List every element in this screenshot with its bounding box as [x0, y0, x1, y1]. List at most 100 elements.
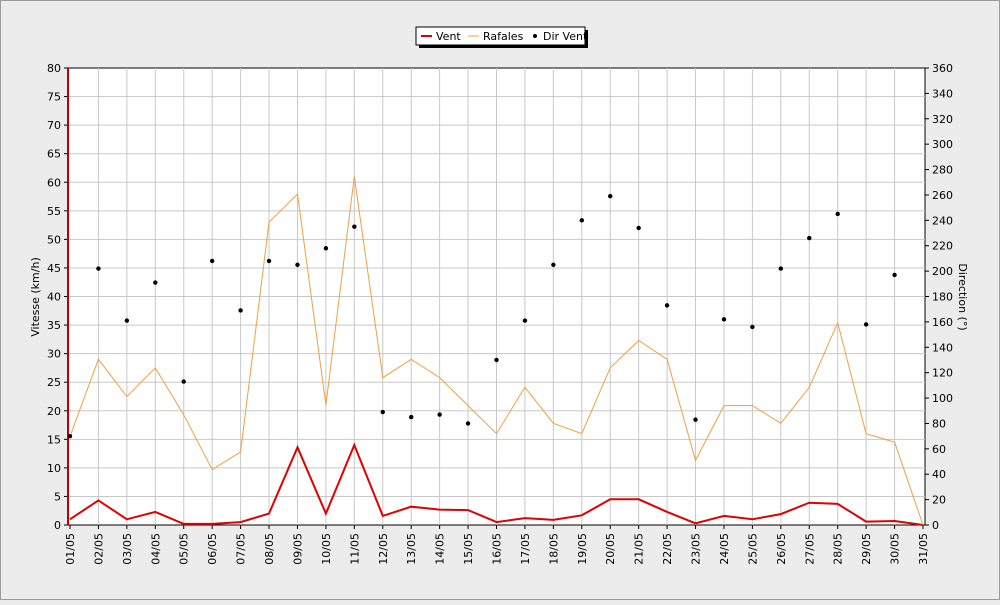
x-tick-label: 08/05 [263, 533, 276, 565]
right-tick-label: 140 [932, 341, 953, 354]
right-tick-label: 240 [932, 214, 953, 227]
right-axis-ticks: 0 20 40 60 80 100 120 140 160 180 200 220 240 260 280 3… [925, 62, 953, 532]
left-axis-label: Vitesse (km/h) [29, 257, 42, 337]
x-tick-label: 03/05 [121, 533, 134, 565]
legend-vent-label: Vent [436, 30, 461, 43]
x-tick-label: 27/05 [803, 533, 816, 565]
right-tick-label: 340 [932, 87, 953, 100]
series-dir-vent-point [125, 318, 129, 322]
right-tick-label: 20 [932, 494, 946, 507]
series-dir-vent-point [580, 218, 584, 222]
right-tick-label: 320 [932, 113, 953, 126]
series-dir-vent-point [96, 266, 100, 270]
left-tick-label: 15 [47, 433, 61, 446]
series-dir-vent-point [238, 308, 242, 312]
left-tick-label: 75 [47, 91, 61, 104]
left-tick-label: 40 [47, 291, 61, 304]
series-dir-vent-point [864, 322, 868, 326]
left-tick-label: 70 [47, 119, 61, 132]
series-dir-vent-point [779, 266, 783, 270]
x-tick-label: 20/05 [604, 533, 617, 565]
series-dir-vent-point [352, 224, 356, 228]
x-tick-label: 07/05 [235, 533, 248, 565]
left-tick-label: 50 [47, 233, 61, 246]
x-tick-label: 13/05 [405, 533, 418, 565]
x-tick-label: 22/05 [661, 533, 674, 565]
x-tick-label: 16/05 [491, 533, 504, 565]
left-tick-label: 20 [47, 405, 61, 418]
left-tick-label: 30 [47, 348, 61, 361]
left-tick-label: 25 [47, 376, 61, 389]
x-tick-label: 26/05 [775, 533, 788, 565]
legend-rafales-label: Rafales [483, 30, 524, 43]
series-dir-vent-point [722, 317, 726, 321]
right-tick-label: 280 [932, 164, 953, 177]
left-tick-label: 55 [47, 205, 61, 218]
left-tick-label: 80 [47, 62, 61, 75]
right-tick-label: 200 [932, 265, 953, 278]
series-dir-vent-point [693, 417, 697, 421]
right-tick-label: 160 [932, 316, 953, 329]
series-dir-vent-point [182, 379, 186, 383]
series-dir-vent-point [636, 226, 640, 230]
series-dir-vent-point [608, 194, 612, 198]
left-tick-label: 60 [47, 176, 61, 189]
right-tick-label: 60 [932, 443, 946, 456]
x-tick-label: 01/05 [64, 533, 77, 565]
right-tick-label: 0 [932, 519, 939, 532]
left-tick-label: 10 [47, 462, 61, 475]
x-tick-label: 12/05 [377, 533, 390, 565]
series-dir-vent-point [381, 410, 385, 414]
legend: Vent Rafales Dir Vent [416, 27, 588, 48]
series-dir-vent-point [466, 421, 470, 425]
right-tick-label: 360 [932, 62, 953, 75]
left-tick-label: 5 [54, 490, 61, 503]
x-tick-label: 31/05 [917, 533, 930, 565]
x-tick-label: 18/05 [547, 533, 560, 565]
series-dir-vent-point [807, 236, 811, 240]
x-tick-label: 09/05 [291, 533, 304, 565]
series-dir-vent-point [68, 434, 72, 438]
right-tick-label: 40 [932, 468, 946, 481]
right-tick-label: 220 [932, 240, 953, 253]
x-tick-label: 04/05 [149, 533, 162, 565]
x-tick-label: 29/05 [860, 533, 873, 565]
left-tick-label: 45 [47, 262, 61, 275]
x-tick-label: 05/05 [178, 533, 191, 565]
series-dir-vent-point [750, 325, 754, 329]
right-tick-label: 260 [932, 189, 953, 202]
x-tick-label: 14/05 [434, 533, 447, 565]
x-tick-label: 02/05 [92, 533, 105, 565]
series-dir-vent-point [210, 259, 214, 263]
left-tick-label: 65 [47, 148, 61, 161]
right-tick-label: 80 [932, 417, 946, 430]
x-tick-label: 23/05 [690, 533, 703, 565]
series-dir-vent-point [153, 280, 157, 284]
series-dir-vent-point [409, 415, 413, 419]
x-tick-label: 11/05 [348, 533, 361, 565]
x-axis-ticks: 01/05 02/05 03/05 04/05 05/05 06/05 07/05 08/05… [64, 525, 930, 565]
x-tick-label: 15/05 [462, 533, 475, 565]
right-tick-label: 120 [932, 367, 953, 380]
left-tick-label: 35 [47, 319, 61, 332]
series-dir-vent-point [523, 318, 527, 322]
right-tick-label: 180 [932, 291, 953, 304]
series-dir-vent-point [836, 212, 840, 216]
x-tick-label: 19/05 [576, 533, 589, 565]
series-dir-vent-point [437, 412, 441, 416]
series-dir-vent-point [551, 263, 555, 267]
legend-dirvent-swatch [533, 34, 537, 38]
x-tick-label: 10/05 [320, 533, 333, 565]
right-tick-label: 300 [932, 138, 953, 151]
x-tick-label: 06/05 [206, 533, 219, 565]
right-axis-label: Direction (°) [956, 263, 969, 330]
series-dir-vent-point [295, 263, 299, 267]
series-dir-vent-point [324, 246, 328, 250]
x-tick-label: 17/05 [519, 533, 532, 565]
right-tick-label: 100 [932, 392, 953, 405]
x-tick-label: 21/05 [633, 533, 646, 565]
x-tick-label: 28/05 [832, 533, 845, 565]
x-tick-label: 24/05 [718, 533, 731, 565]
